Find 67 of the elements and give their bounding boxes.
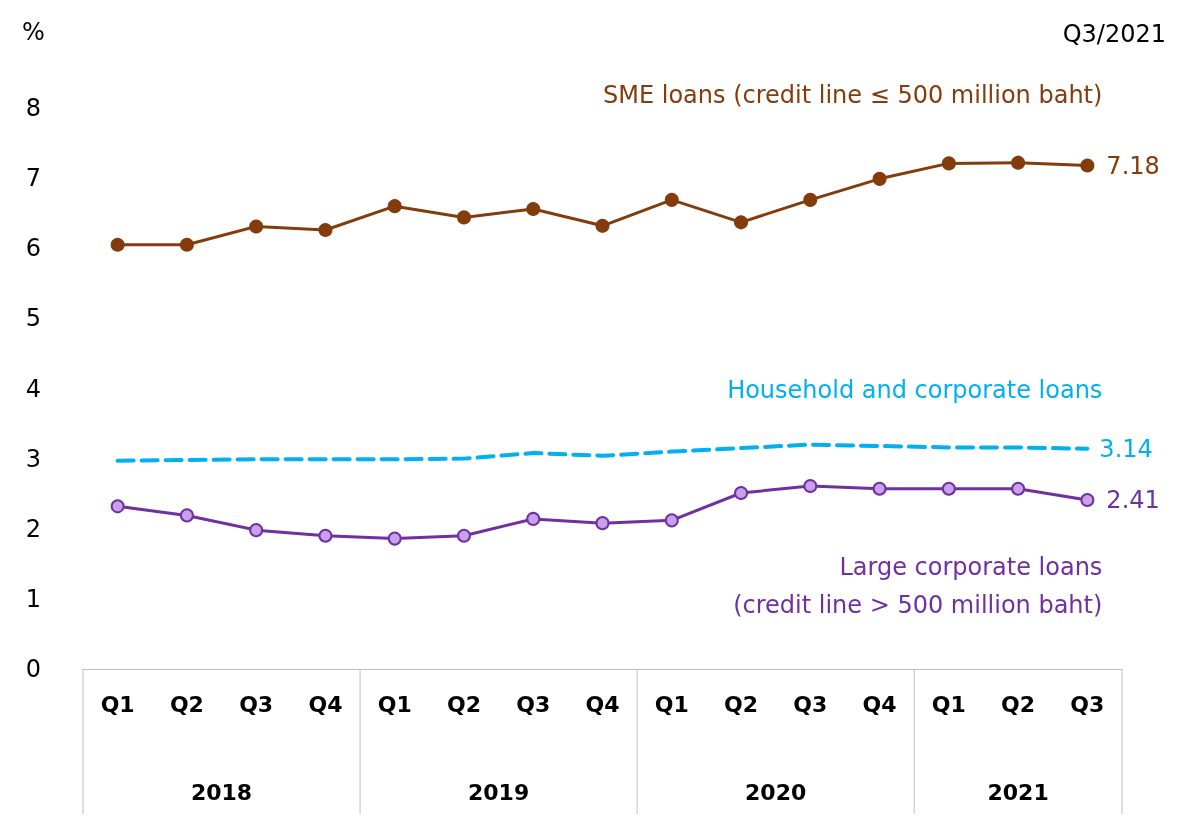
point xyxy=(179,237,194,252)
point xyxy=(803,478,818,493)
data-label: 7.18 xyxy=(1106,151,1160,180)
point xyxy=(249,219,264,234)
point xyxy=(1080,158,1095,173)
point xyxy=(941,481,956,496)
text: Large corporate loans (credit line > 500 million baht) xyxy=(733,553,1103,619)
point xyxy=(1080,493,1095,507)
x-tick-label: Q3 xyxy=(793,691,828,717)
x-tick-label: Q2 xyxy=(169,691,204,717)
point xyxy=(387,531,402,546)
y-tick-label: 7 xyxy=(25,164,41,193)
x-tick-label: Q4 xyxy=(585,691,620,717)
y-tick-label: 2 xyxy=(25,514,41,543)
x-tick-label: Q3 xyxy=(1070,691,1105,717)
point xyxy=(249,523,264,538)
y-tick-label: 6 xyxy=(25,234,41,263)
point xyxy=(941,156,956,171)
chart-subtitle: Q3/2021 xyxy=(1062,20,1166,48)
y-tick-label: 1 xyxy=(25,584,41,613)
point xyxy=(664,192,679,207)
point xyxy=(734,215,749,230)
y-tick-label: 3 xyxy=(25,444,41,473)
text: SME loans (credit line ≤ 500 million baht) xyxy=(603,80,1103,109)
x-tick-label: Q4 xyxy=(308,691,343,717)
point xyxy=(872,481,887,496)
x-tick-label: Q4 xyxy=(862,691,897,717)
point xyxy=(595,218,610,233)
point xyxy=(803,192,818,207)
point xyxy=(1011,481,1026,496)
x-tick-label: Q2 xyxy=(446,691,481,717)
x-tick-label: Q2 xyxy=(724,691,759,717)
data-label: 3.14 xyxy=(1099,434,1153,463)
x-tick-label: Q1 xyxy=(100,691,135,717)
y-tick-label: 0 xyxy=(25,655,41,683)
point xyxy=(526,511,541,526)
point xyxy=(526,201,541,216)
y-tick-label: 8 xyxy=(25,94,41,122)
y-axis-title: % xyxy=(22,18,45,46)
text: 2021 xyxy=(987,779,1049,805)
point xyxy=(318,223,333,238)
point xyxy=(387,199,402,214)
point xyxy=(595,516,610,531)
point xyxy=(734,485,749,500)
series-label: Household and corporate loans xyxy=(727,375,1103,404)
point xyxy=(664,513,679,528)
point xyxy=(1011,155,1026,170)
data-label: 2.41 xyxy=(1106,486,1160,514)
y-tick-label: 5 xyxy=(25,304,41,333)
point xyxy=(110,499,125,514)
point xyxy=(872,171,887,186)
x-tick-label: Q3 xyxy=(239,691,274,717)
point xyxy=(110,237,125,252)
line-series xyxy=(115,442,1090,463)
y-tick-label: 4 xyxy=(25,374,41,403)
text: 2020 xyxy=(745,779,807,805)
point xyxy=(456,528,471,543)
x-tick-label: Q1 xyxy=(654,691,689,717)
point xyxy=(318,528,333,543)
text: 2018 xyxy=(190,779,253,805)
point xyxy=(456,210,471,225)
point xyxy=(179,508,194,523)
x-tick-label: Q1 xyxy=(377,691,412,717)
text: 2019 xyxy=(467,779,530,805)
x-tick-label: Q2 xyxy=(1001,691,1036,717)
x-tick-label: Q3 xyxy=(516,691,551,717)
x-tick-label: Q1 xyxy=(931,691,966,717)
